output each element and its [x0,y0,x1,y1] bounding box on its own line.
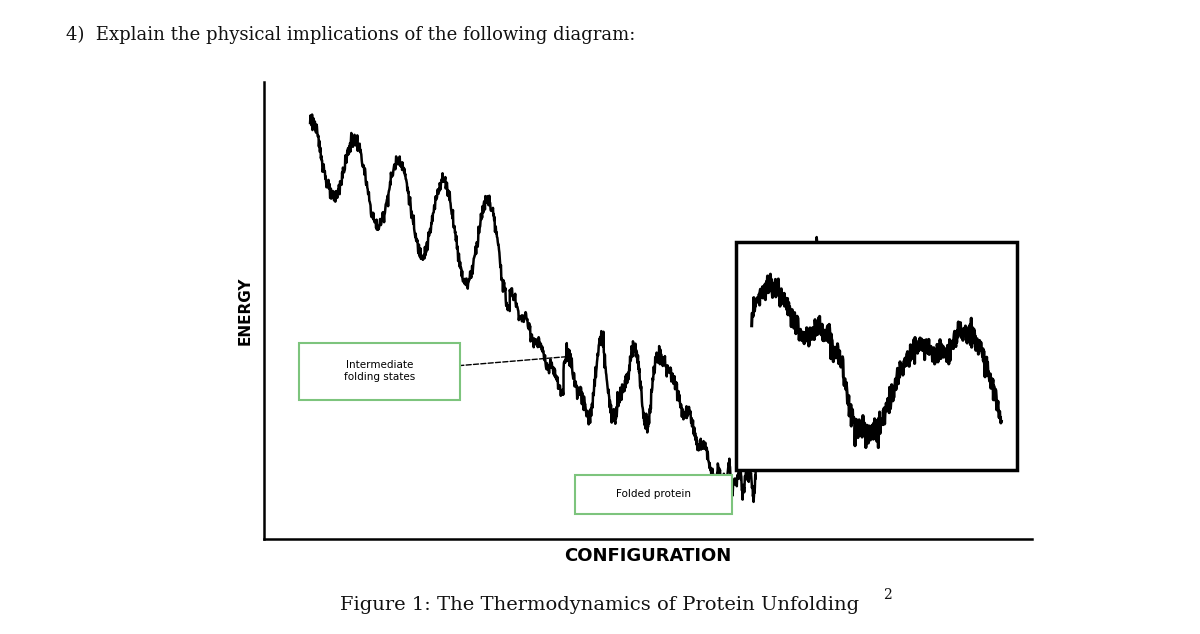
Text: Intermediate
folding states: Intermediate folding states [343,360,415,382]
Bar [737,242,1016,470]
Bar [737,242,1016,470]
Text: Figure 1: The Thermodynamics of Protein Unfolding: Figure 1: The Thermodynamics of Protein … [341,596,859,614]
FancyBboxPatch shape [299,342,460,399]
Text: 4)  Explain the physical implications of the following diagram:: 4) Explain the physical implications of … [66,25,635,44]
FancyBboxPatch shape [575,475,732,514]
Text: Folded protein: Folded protein [617,489,691,500]
Y-axis label: ENERGY: ENERGY [238,276,253,345]
Text: 2: 2 [883,588,892,602]
X-axis label: CONFIGURATION: CONFIGURATION [564,547,732,566]
